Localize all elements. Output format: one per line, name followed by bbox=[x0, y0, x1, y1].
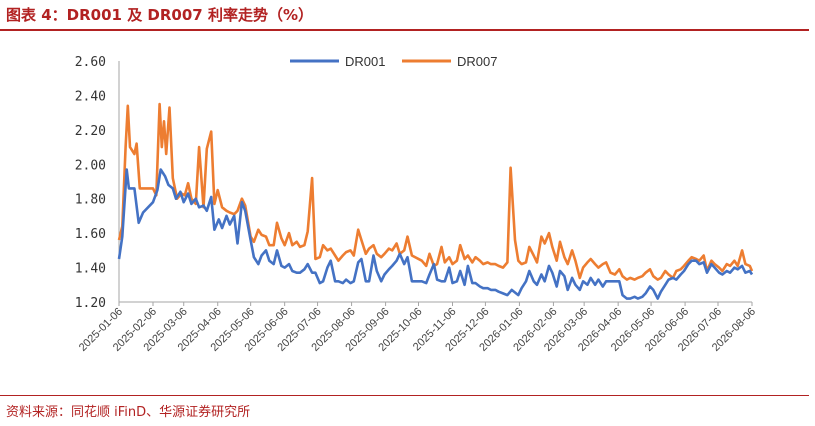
chart-title: 图表 4：DR001 及 DR007 利率走势（%） bbox=[6, 6, 313, 24]
y-tick-label: 1.40 bbox=[75, 262, 106, 277]
series-layer bbox=[117, 102, 754, 300]
legend: DR001 DR007 bbox=[290, 54, 497, 69]
title-divider bbox=[0, 29, 809, 31]
y-tick-label: 2.40 bbox=[75, 89, 106, 104]
legend-label-dr007: DR007 bbox=[457, 54, 497, 69]
y-tick-label: 2.00 bbox=[75, 158, 106, 173]
x-axis-ticks: 2025-01-062025-02-062025-03-062025-04-06… bbox=[77, 302, 758, 354]
footer-divider bbox=[0, 395, 809, 396]
legend-label-dr001: DR001 bbox=[345, 54, 385, 69]
y-axis-ticks: 2.60 2.40 2.20 2.00 1.80 1.60 1.40 1.20 bbox=[75, 55, 106, 311]
y-tick-label: 1.80 bbox=[75, 193, 106, 208]
y-tick-label: 1.60 bbox=[75, 227, 106, 242]
source-note: 资料来源：同花顺 iFinD、华源证券研究所 bbox=[6, 405, 251, 420]
y-tick-label: 2.60 bbox=[75, 55, 106, 70]
y-tick-label: 2.20 bbox=[75, 124, 106, 139]
y-tick-label: 1.20 bbox=[75, 296, 106, 311]
series-line-dr001 bbox=[117, 168, 754, 300]
series-line-dr007 bbox=[117, 102, 754, 281]
